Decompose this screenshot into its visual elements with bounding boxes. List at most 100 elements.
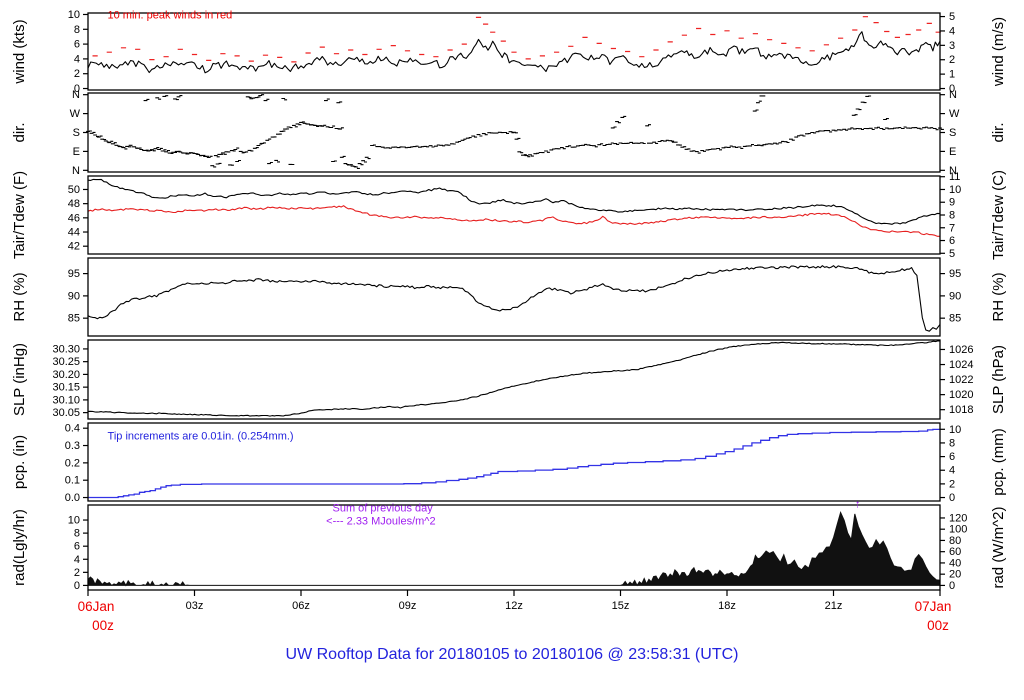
right-tick-label: 10 xyxy=(949,184,961,196)
series-wind-10min-peak-kts xyxy=(92,16,941,63)
left-tick-label: 0.2 xyxy=(65,457,80,469)
left-tick-label: 46 xyxy=(68,212,80,224)
right-tick-label: 0 xyxy=(949,580,955,592)
left-tick-label: 8 xyxy=(74,24,80,36)
right-tick-label: 6 xyxy=(949,451,955,463)
right-tick-label: 5 xyxy=(949,248,955,260)
axis-title-right: Tair/Tdew (C) xyxy=(990,170,1007,260)
right-tick-label: 1020 xyxy=(949,389,973,401)
right-tick-label: 4 xyxy=(949,25,955,37)
left-tick-label: 30.15 xyxy=(52,382,80,394)
left-tick-label: 42 xyxy=(68,241,80,253)
left-tick-label: 0.4 xyxy=(65,423,80,435)
right-tick-label: 0 xyxy=(949,492,955,504)
left-tick-label: 0.1 xyxy=(65,475,80,487)
chart-title: UW Rooftop Data for 20180105 to 20180106… xyxy=(285,646,739,663)
panel-frame xyxy=(87,257,941,337)
series-accumulated-precip-in xyxy=(88,428,941,499)
left-tick-label: 48 xyxy=(68,198,80,210)
axis-title-left: SLP (inHg) xyxy=(11,343,28,416)
panel-annotation: ↑ xyxy=(855,499,861,511)
time-tick-label: 15z xyxy=(612,600,630,612)
panel-frame xyxy=(87,339,941,420)
left-tick-label: 0 xyxy=(74,580,80,592)
right-tick-label: 2 xyxy=(949,54,955,66)
left-tick-label: 2 xyxy=(74,68,80,80)
left-tick-label: 95 xyxy=(68,268,80,280)
right-tick-label: 1018 xyxy=(949,404,973,416)
left-tick-label: 44 xyxy=(68,227,80,239)
left-tick-label: 10 xyxy=(68,9,80,21)
left-tick-label: 6 xyxy=(74,541,80,553)
panel-wind: 0 2 4 6 8 10 0 1 2 3 4 5 wind (kts) wind (m/s) 10 min.… xyxy=(11,9,1007,95)
panel-annotation: <--- 2.33 MJoules/m^2 xyxy=(326,516,435,528)
left-tick-label: 0.3 xyxy=(65,440,80,452)
right-tick-label: 60 xyxy=(949,546,961,558)
left-tick-label: 30.05 xyxy=(52,407,80,419)
axis-title-left: Tair/Tdew (F) xyxy=(11,171,28,259)
right-tick-label: 10 xyxy=(949,424,961,436)
right-tick-label: 1022 xyxy=(949,374,973,386)
axis-title-left: wind (kts) xyxy=(11,19,28,84)
right-tick-label: 9 xyxy=(949,197,955,209)
axis-title-right: rad (W/m^2) xyxy=(990,506,1007,588)
right-tick-label: 120 xyxy=(949,512,967,524)
series-sea-level-pressure-inhg xyxy=(87,340,941,417)
axis-title-left: RH (%) xyxy=(11,272,28,321)
right-tick-label: W xyxy=(949,108,960,120)
axis-title-right: wind (m/s) xyxy=(990,17,1007,87)
right-tick-label: 6 xyxy=(949,235,955,247)
series-wind-direction-deg xyxy=(86,94,944,169)
left-tick-label: 30.10 xyxy=(52,394,80,406)
left-tick-label: 90 xyxy=(68,290,80,302)
axis-title-left: pcp. (in) xyxy=(11,435,28,489)
start-hour-label: 00z xyxy=(92,618,114,633)
right-tick-label: 0 xyxy=(949,83,955,95)
right-tick-label: N xyxy=(949,165,957,177)
right-tick-label: 1026 xyxy=(949,344,973,356)
left-tick-label: 0.0 xyxy=(65,492,80,504)
right-tick-label: 90 xyxy=(949,290,961,302)
left-tick-label: 4 xyxy=(74,554,80,566)
right-tick-label: 100 xyxy=(949,524,967,536)
series-dew-point-f xyxy=(87,205,940,237)
right-tick-label: 11 xyxy=(949,171,960,183)
series-wind-average-kts xyxy=(87,31,941,74)
start-date-label: 06Jan xyxy=(78,599,115,614)
left-tick-label: 30.20 xyxy=(52,369,80,381)
panel-frame xyxy=(87,175,941,255)
left-tick-label: 85 xyxy=(68,313,80,325)
panel-humidity: 85 90 95 85 90 95 RH (%) RH (%) xyxy=(11,257,1007,337)
right-tick-label: 3 xyxy=(949,40,955,52)
left-tick-label: 4 xyxy=(74,53,80,65)
left-tick-label: 10 xyxy=(68,515,80,527)
right-tick-label: 40 xyxy=(949,557,961,569)
series-relative-humidity-pct xyxy=(87,265,941,332)
right-tick-label: 80 xyxy=(949,535,961,547)
panel-frame xyxy=(87,12,941,91)
panel-frame xyxy=(87,422,941,502)
left-tick-label: 50 xyxy=(68,184,80,196)
time-axis: 03z 06z 09z 12z 15z 18z 21z 06Jan 00z 07Jan 00z xyxy=(78,590,951,633)
panel-annotation: Sum of previous day xyxy=(333,503,434,515)
right-tick-label: N xyxy=(949,89,957,101)
right-tick-label: 1 xyxy=(949,69,955,81)
axis-title-right: dir. xyxy=(990,122,1007,142)
panel-annotation: 10 min. peak winds in red xyxy=(108,10,233,22)
right-tick-label: 8 xyxy=(949,437,955,449)
left-tick-label: 30.25 xyxy=(52,356,80,368)
time-tick-label: 09z xyxy=(399,600,417,612)
left-tick-label: 8 xyxy=(74,528,80,540)
panel-precipitation: 0.0 0.1 0.2 0.3 0.4 0 24 6 810 pcp. (in) pcp. (mm)… xyxy=(11,422,1007,504)
left-tick-label: N xyxy=(72,165,80,177)
right-tick-label: S xyxy=(949,127,956,139)
right-tick-label: 95 xyxy=(949,268,961,280)
right-tick-label: 5 xyxy=(949,11,955,23)
left-tick-label: N xyxy=(72,89,80,101)
axis-title-right: pcp. (mm) xyxy=(990,428,1007,496)
